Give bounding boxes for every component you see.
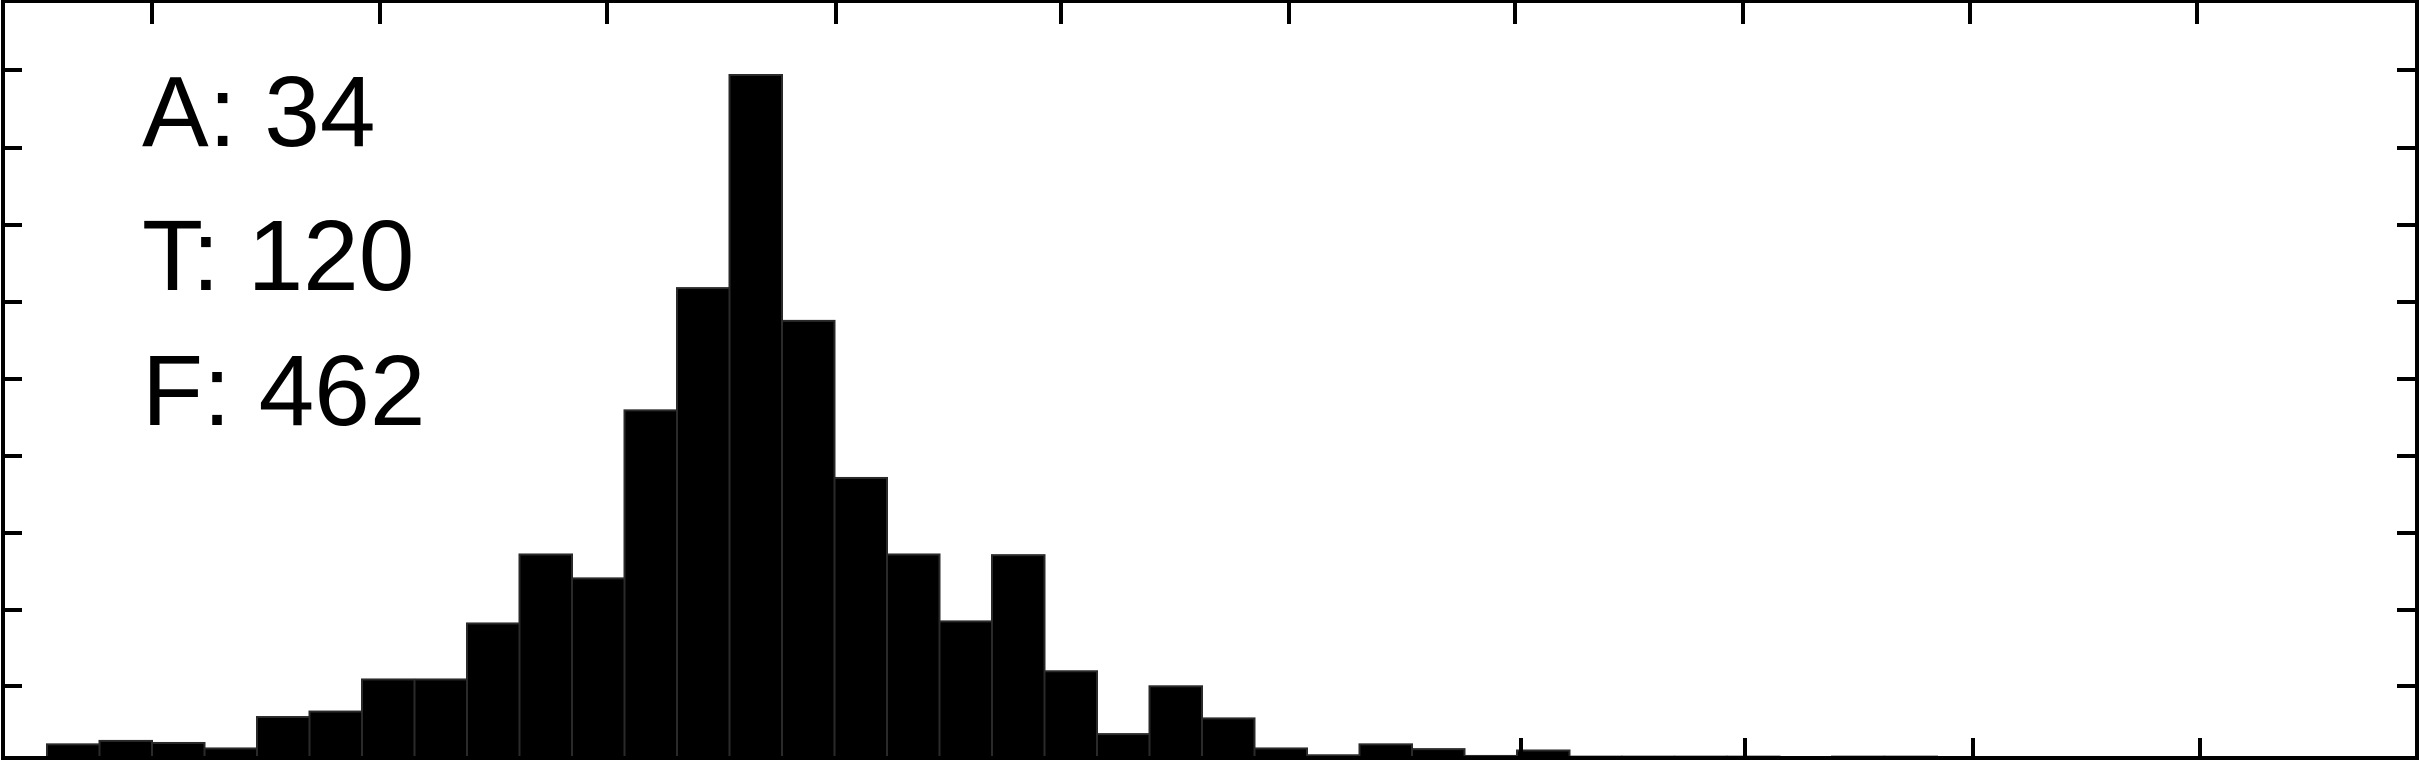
annotation-a: A: 34	[142, 56, 376, 168]
histogram-bar	[781, 319, 836, 759]
histogram-bar	[676, 287, 731, 759]
histogram-bar	[571, 577, 626, 759]
histogram-bar	[991, 554, 1046, 759]
histogram-bar	[938, 620, 993, 760]
histogram-bar	[256, 716, 311, 760]
histogram-bar	[98, 739, 153, 759]
histogram-bar	[1148, 685, 1203, 759]
histogram-bar	[623, 409, 678, 759]
histogram-bar	[833, 476, 888, 759]
histogram-bar	[413, 678, 468, 760]
bars-layer	[46, 74, 1991, 760]
histogram-bar	[886, 553, 941, 759]
histogram-bar	[518, 553, 573, 759]
histogram-bar	[46, 743, 101, 760]
histogram-bar	[361, 678, 416, 760]
histogram-bar	[1201, 717, 1256, 759]
histogram-bar	[1043, 670, 1098, 759]
histogram-bar	[466, 622, 521, 759]
ticks-layer	[3, 1, 2417, 758]
histogram-bar	[1096, 733, 1151, 759]
histogram-bar	[1358, 743, 1413, 760]
histogram-bar	[308, 710, 363, 760]
annotation-t: T: 120	[142, 200, 414, 312]
histogram-bar	[151, 741, 206, 759]
annotation-f: F: 462	[142, 335, 426, 447]
histogram-bar	[728, 74, 783, 759]
